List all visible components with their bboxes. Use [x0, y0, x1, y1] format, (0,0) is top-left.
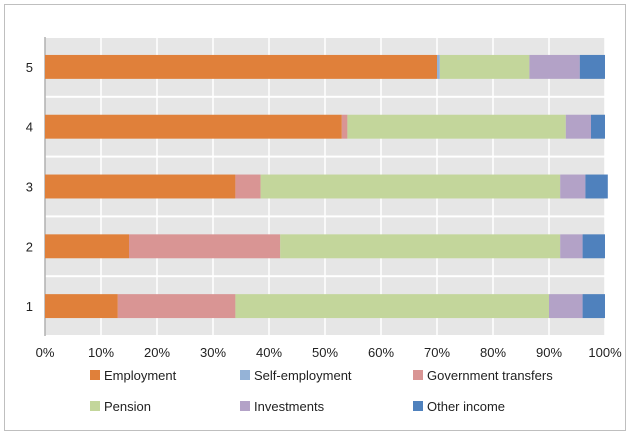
x-tick-label: 80%	[480, 345, 506, 360]
bars	[45, 54, 608, 319]
legend-swatch	[90, 401, 100, 411]
bar-segment	[582, 294, 605, 319]
bar-segment	[45, 234, 129, 259]
bar-segment	[45, 54, 437, 79]
bar-segment	[579, 54, 605, 79]
bar-segment	[591, 114, 605, 139]
legend-label: Employment	[104, 368, 177, 383]
bar-segment	[235, 174, 261, 199]
legend-swatch	[240, 370, 250, 380]
y-tick-label: 1	[26, 299, 33, 314]
legend-swatch	[90, 370, 100, 380]
y-axis-ticks: 1 2 3 4 5	[26, 60, 33, 314]
x-tick-label: 0%	[36, 345, 55, 360]
x-tick-label: 20%	[144, 345, 170, 360]
x-tick-label: 10%	[88, 345, 114, 360]
legend-label: Investments	[254, 399, 325, 414]
x-tick-label: 60%	[368, 345, 394, 360]
legend-swatch	[413, 401, 423, 411]
legend-swatch	[413, 370, 423, 380]
legend-label: Other income	[427, 399, 505, 414]
y-tick-label: 5	[26, 60, 33, 75]
bar-segment	[129, 234, 281, 259]
y-tick-label: 3	[26, 180, 33, 195]
bar-segment	[582, 234, 605, 259]
x-tick-label: 100%	[588, 345, 622, 360]
bar-segment	[347, 114, 566, 139]
x-tick-label: 40%	[256, 345, 282, 360]
bar-segment	[585, 174, 608, 199]
x-tick-label: 30%	[200, 345, 226, 360]
x-tick-label: 50%	[312, 345, 338, 360]
bar-segment	[565, 114, 591, 139]
legend: Employment Self-employment Government tran…	[90, 368, 553, 414]
legend-label: Pension	[104, 399, 151, 414]
legend-label: Government transfers	[427, 368, 553, 383]
y-tick-label: 2	[26, 239, 33, 254]
bar-segment	[341, 114, 348, 139]
bar-segment	[45, 294, 118, 319]
bar-segment	[437, 54, 440, 79]
bar-segment	[45, 174, 236, 199]
bar-segment	[45, 114, 342, 139]
x-tick-label: 90%	[536, 345, 562, 360]
bar-segment	[560, 234, 583, 259]
bar-segment	[235, 294, 549, 319]
legend-label: Self-employment	[254, 368, 352, 383]
legend-swatch	[240, 401, 250, 411]
bar-segment	[260, 174, 561, 199]
bar-segment	[560, 174, 586, 199]
y-tick-label: 4	[26, 120, 33, 135]
x-axis-ticks: 0% 10% 20% 30% 40% 50% 60% 70% 80% 90% 100%	[36, 345, 622, 360]
bar-segment	[117, 294, 236, 319]
x-tick-label: 70%	[424, 345, 450, 360]
bar-segment	[280, 234, 561, 259]
bar-segment	[439, 54, 530, 79]
bar-segment	[529, 54, 580, 79]
bar-segment	[549, 294, 583, 319]
